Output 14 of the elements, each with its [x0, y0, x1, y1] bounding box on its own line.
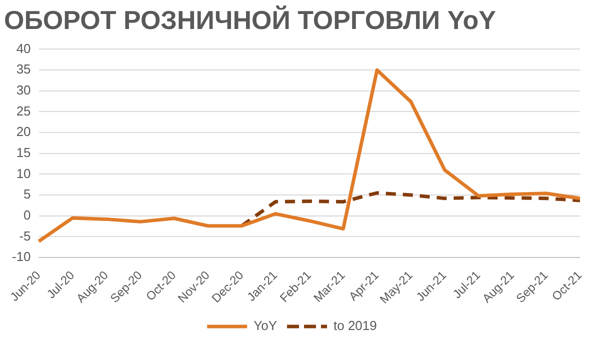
- y-tick-label: 0: [24, 207, 31, 222]
- y-tick-label: 20: [16, 124, 31, 140]
- y-tick-label: 10: [16, 166, 31, 181]
- y-tick-label: -5: [19, 228, 31, 244]
- y-tick-label: -10: [12, 249, 31, 264]
- y-tick-label: 40: [16, 40, 31, 56]
- legend-label: to 2019: [334, 318, 377, 334]
- y-tick-label: 15: [16, 144, 31, 160]
- chart-title: ОБОРОТ РОЗНИЧНОЙ ТОРГОВЛИ YoY: [4, 4, 496, 35]
- y-tick-label: 5: [24, 186, 31, 202]
- y-tick-label: 30: [16, 82, 31, 98]
- y-tick-label: 35: [16, 62, 31, 77]
- y-tick-label: 25: [16, 103, 31, 118]
- legend-label: YoY: [254, 318, 278, 334]
